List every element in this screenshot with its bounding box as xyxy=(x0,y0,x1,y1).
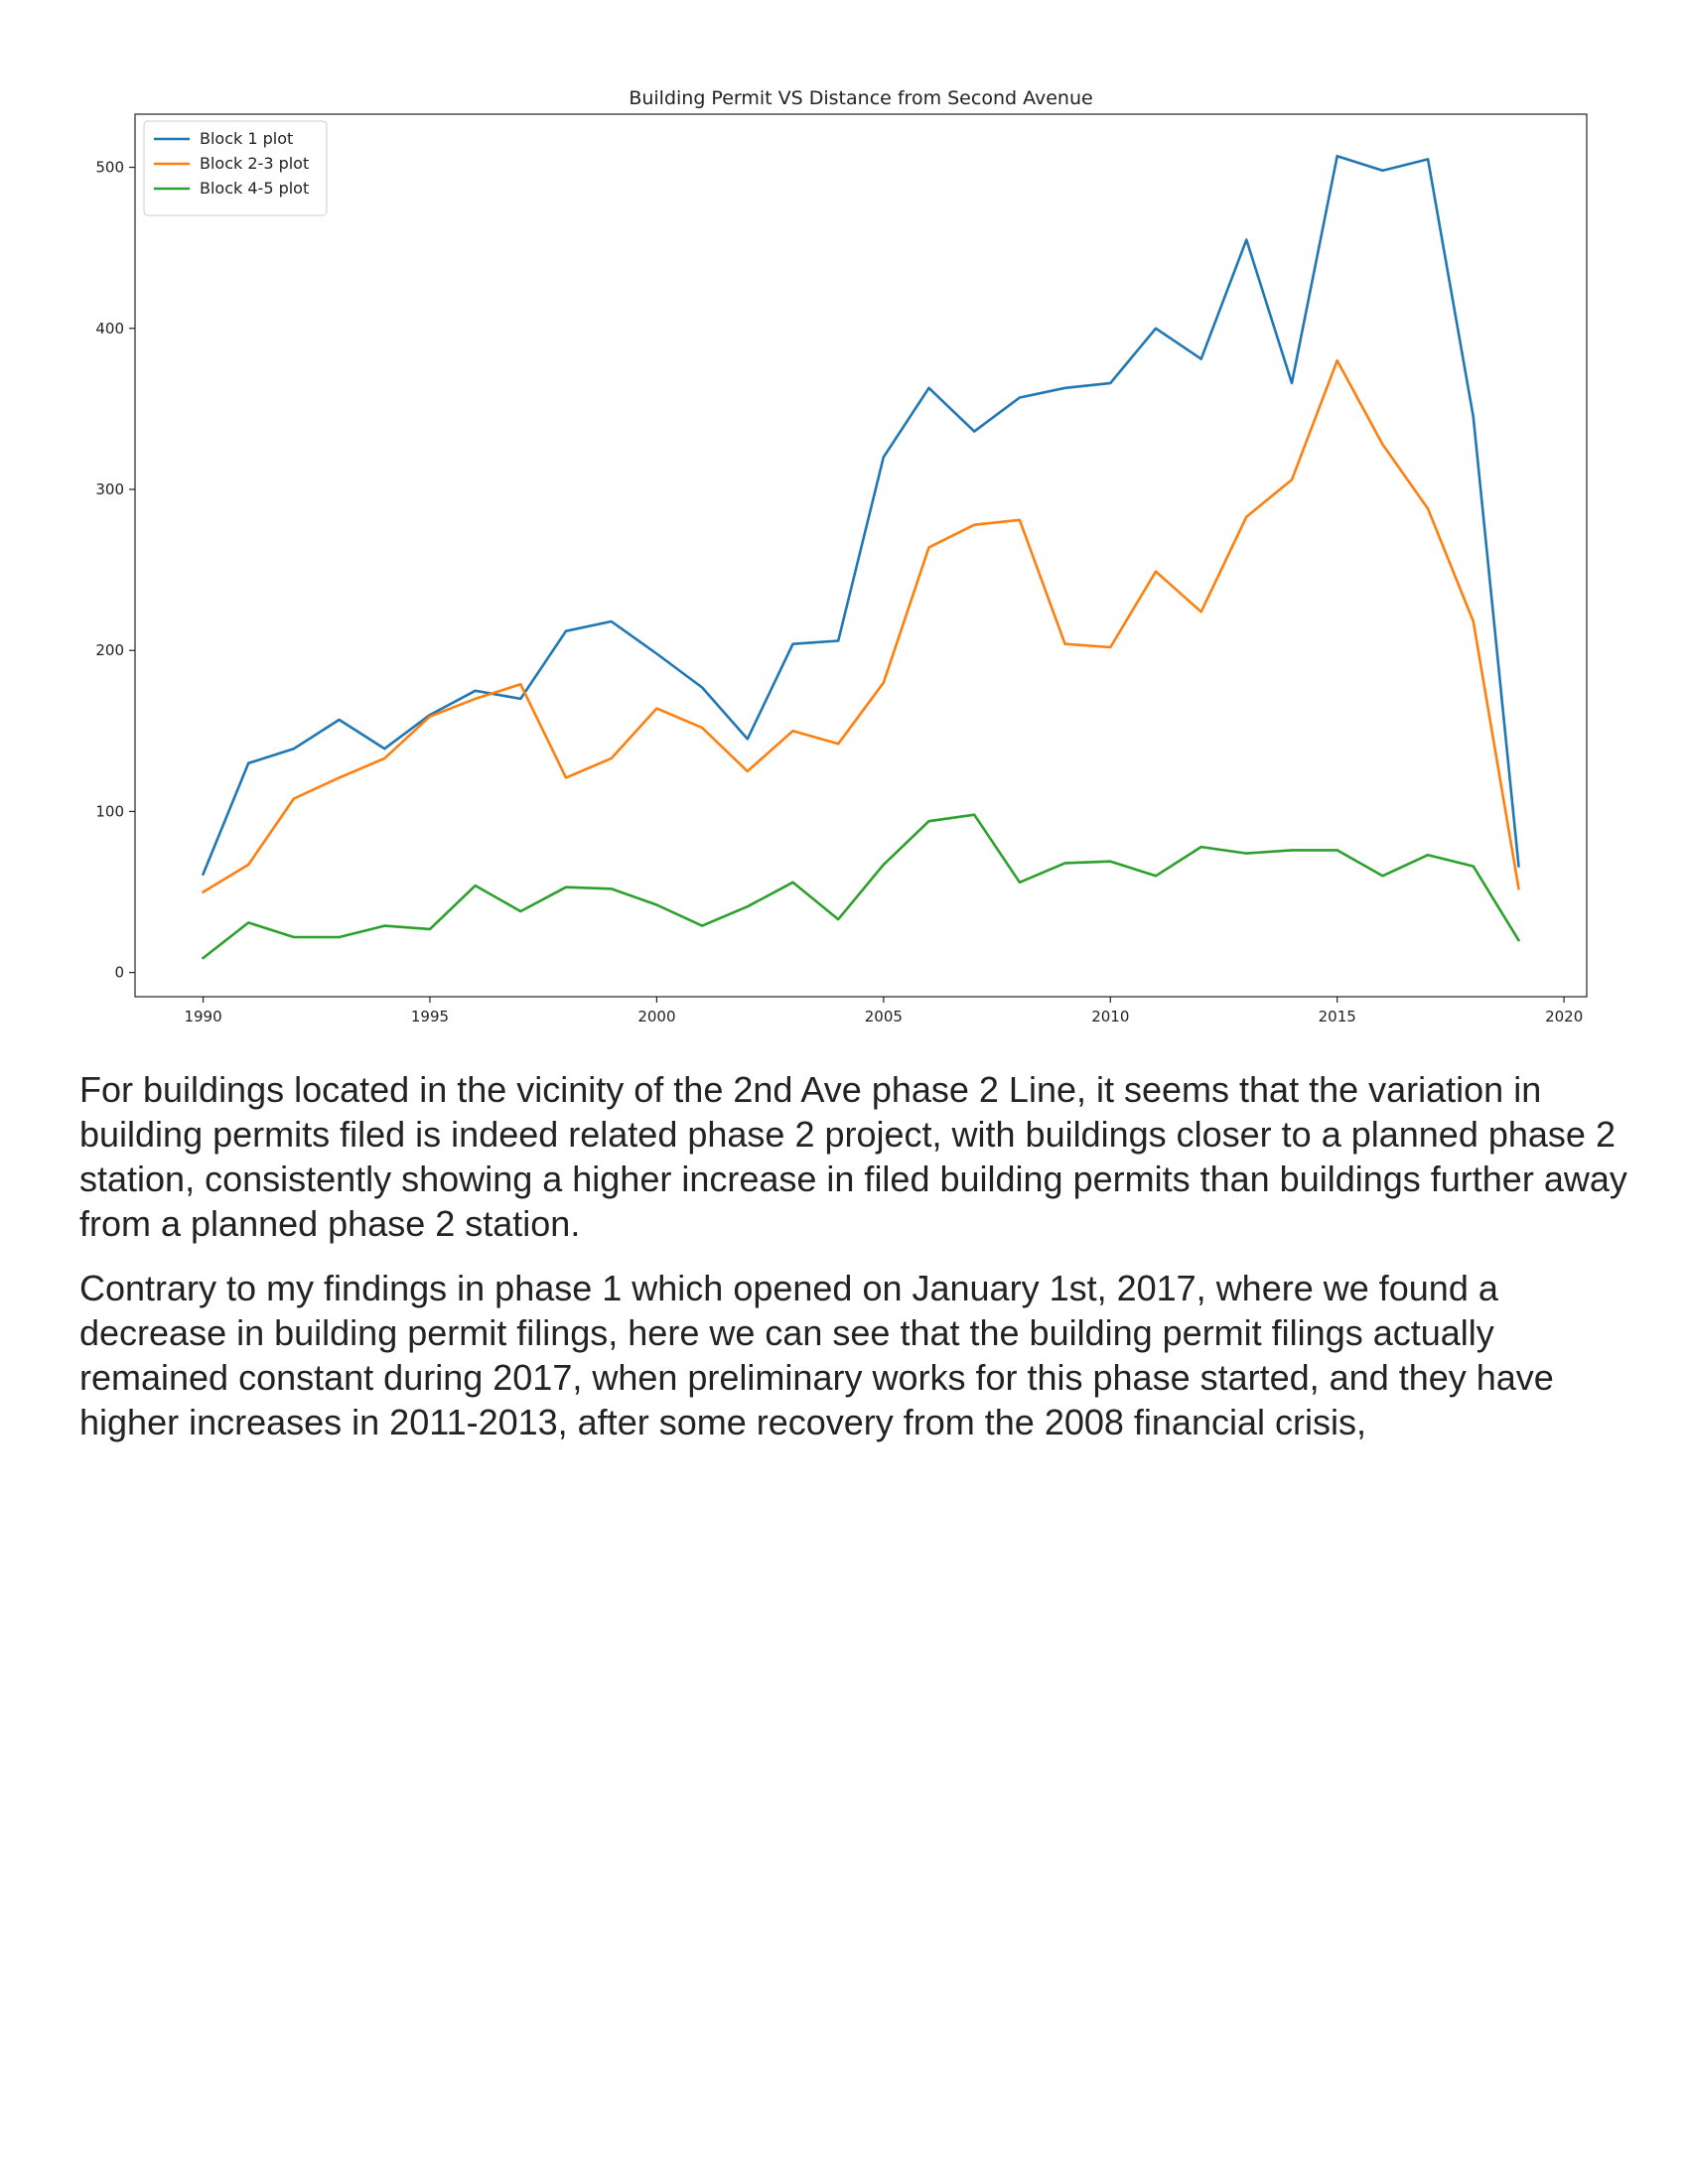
x-tick-label: 2000 xyxy=(637,1008,675,1025)
x-tick-label: 2010 xyxy=(1091,1008,1129,1025)
y-tick-label: 500 xyxy=(95,159,124,177)
series-lines xyxy=(202,154,1520,960)
y-tick-label: 400 xyxy=(95,320,124,338)
x-tick-label: 2005 xyxy=(865,1008,903,1025)
legend: Block 1 plot Block 2-3 plot Block 4-5 plot xyxy=(143,120,328,216)
x-tick-label: 2020 xyxy=(1545,1008,1583,1025)
y-axis: 0 100 200 300 400 500 xyxy=(95,159,135,982)
y-tick-label: 0 xyxy=(114,964,124,982)
paragraph-2: Contrary to my findings in phase 1 which… xyxy=(79,1268,1554,1442)
x-axis: 1990 1995 2000 2005 2010 2015 2020 xyxy=(184,997,1583,1025)
legend-label: Block 4-5 plot xyxy=(200,179,309,198)
plot-frame xyxy=(134,113,1588,998)
y-tick-label: 200 xyxy=(95,641,124,659)
series-line xyxy=(202,358,1520,893)
legend-label: Block 1 plot xyxy=(200,129,293,148)
x-tick-label: 1990 xyxy=(184,1008,221,1025)
paragraph-1: For buildings located in the vicinity of… xyxy=(79,1069,1627,1244)
legend-label: Block 2-3 plot xyxy=(200,154,309,173)
legend-box xyxy=(143,120,328,216)
series-line xyxy=(202,813,1520,960)
commentary: For buildings located in the vicinity of… xyxy=(79,1067,1628,1464)
chart-title: Building Permit VS Distance from Second … xyxy=(629,87,1092,109)
line-chart: Building Permit VS Distance from Second … xyxy=(95,87,1588,1025)
y-tick-label: 100 xyxy=(95,802,124,820)
series-line xyxy=(202,154,1520,877)
x-tick-label: 1995 xyxy=(411,1008,449,1025)
x-tick-label: 2015 xyxy=(1319,1008,1356,1025)
y-tick-label: 300 xyxy=(95,480,124,498)
